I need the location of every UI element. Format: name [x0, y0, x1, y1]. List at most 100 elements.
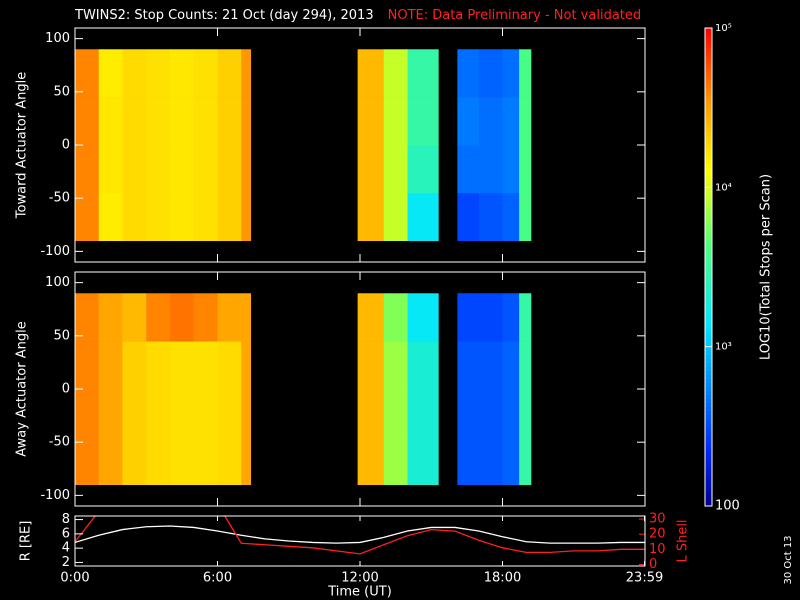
heat-cell — [170, 341, 195, 390]
heat-cell — [122, 97, 147, 146]
y2-tick-label: 30 — [649, 512, 666, 527]
heat-cell — [98, 389, 123, 438]
colorbar-swatch — [705, 91, 712, 97]
y-axis-label: Toward Actuator Angle — [15, 72, 30, 219]
heat-cell — [478, 341, 503, 390]
colorbar-swatch — [705, 119, 712, 125]
heat-cell — [193, 436, 218, 486]
colorbar-tick-label: 10³ — [715, 342, 732, 353]
heat-cell — [357, 436, 385, 486]
heat-cell — [217, 293, 242, 342]
heat-cell — [75, 341, 100, 390]
heat-cell — [519, 389, 532, 438]
heat-cell — [122, 341, 147, 390]
colorbar-swatch — [705, 255, 712, 260]
y2-axis-label: L Shell — [676, 519, 691, 562]
heat-cell — [98, 436, 123, 486]
heat-cell — [170, 97, 195, 146]
colorbar-swatch — [705, 103, 712, 109]
heat-cell — [170, 436, 195, 486]
heat-cell — [170, 293, 195, 342]
heat-cell — [193, 145, 218, 194]
heat-cell — [357, 389, 385, 438]
heat-cell — [407, 436, 439, 486]
heat-cell — [457, 145, 480, 194]
heat-cell — [519, 97, 532, 146]
heat-cell — [217, 97, 242, 146]
title: TWINS2: Stop Counts: 21 Oct (day 294), 2… — [74, 8, 374, 23]
colorbar-swatch — [705, 458, 712, 463]
heat-cell — [407, 145, 439, 194]
colorbar-swatch — [705, 31, 712, 37]
colorbar-swatch — [705, 286, 712, 292]
heat-cell — [146, 192, 171, 242]
heat-cell — [502, 145, 520, 194]
side-date: 30 Oct 13 — [783, 535, 794, 584]
colorbar-swatch — [705, 35, 712, 41]
x-tick-label: 18:00 — [484, 571, 521, 586]
heat-cell — [407, 49, 439, 98]
colorbar-swatch — [705, 334, 712, 340]
colorbar-swatch — [705, 430, 712, 435]
heat-cell — [383, 49, 408, 98]
y-tick-label: -50 — [49, 435, 70, 450]
colorbar-swatch — [705, 370, 712, 376]
heat-cell — [75, 49, 100, 98]
colorbar-swatch — [705, 123, 712, 129]
heat-cell — [502, 389, 520, 438]
colorbar-swatch — [705, 270, 712, 276]
heat-cell — [519, 293, 532, 342]
y-tick-label: -100 — [40, 244, 70, 259]
heat-cell — [502, 341, 520, 390]
heat-cell — [193, 341, 218, 390]
heat-cell — [193, 97, 218, 146]
colorbar-swatch — [705, 498, 712, 503]
heat-cell — [519, 341, 532, 390]
y2-tick-label: 20 — [649, 527, 666, 542]
colorbar-swatch — [705, 322, 712, 328]
colorbar-swatch — [705, 362, 712, 368]
colorbar-swatch — [705, 502, 712, 507]
colorbar-swatch — [705, 115, 712, 121]
colorbar-swatch — [705, 223, 712, 228]
heat-cell — [122, 145, 147, 194]
colorbar-swatch — [705, 67, 712, 73]
heat-cell — [383, 389, 408, 438]
heat-cell — [217, 192, 242, 242]
y2-tick-label: 0 — [649, 557, 657, 572]
colorbar-swatch — [705, 195, 712, 200]
heat-cell — [502, 97, 520, 146]
heat-cell — [478, 97, 503, 146]
y-tick-label: 0 — [62, 138, 70, 153]
heat-cell — [241, 192, 252, 242]
series-line — [75, 525, 645, 544]
heat-cell — [502, 293, 520, 342]
heat-cell — [502, 49, 520, 98]
colorbar-swatch — [705, 454, 712, 459]
colorbar-swatch — [705, 470, 712, 475]
heat-cell — [122, 192, 147, 242]
colorbar-swatch — [705, 167, 712, 172]
colorbar-swatch — [705, 310, 712, 316]
colorbar-swatch — [705, 207, 712, 212]
colorbar-label: LOG10(Total Stops per Scan) — [759, 174, 774, 360]
heat-cell — [146, 293, 171, 342]
colorbar-swatch — [705, 394, 712, 399]
heat-cell — [122, 293, 147, 342]
colorbar-swatch — [705, 99, 712, 105]
heat-cell — [383, 192, 408, 242]
heat-cell — [519, 436, 532, 486]
heat-cell — [241, 389, 252, 438]
heat-cell — [98, 293, 123, 342]
heat-cell — [193, 49, 218, 98]
y-tick-label: 2 — [62, 555, 70, 570]
colorbar-swatch — [705, 422, 712, 427]
colorbar-swatch — [705, 227, 712, 232]
colorbar-swatch — [705, 446, 712, 451]
heat-cell — [170, 145, 195, 194]
x-axis-label: Time (UT) — [327, 585, 392, 600]
heat-cell — [478, 389, 503, 438]
colorbar-swatch — [705, 482, 712, 487]
colorbar-swatch — [705, 478, 712, 483]
heat-cell — [478, 49, 503, 98]
